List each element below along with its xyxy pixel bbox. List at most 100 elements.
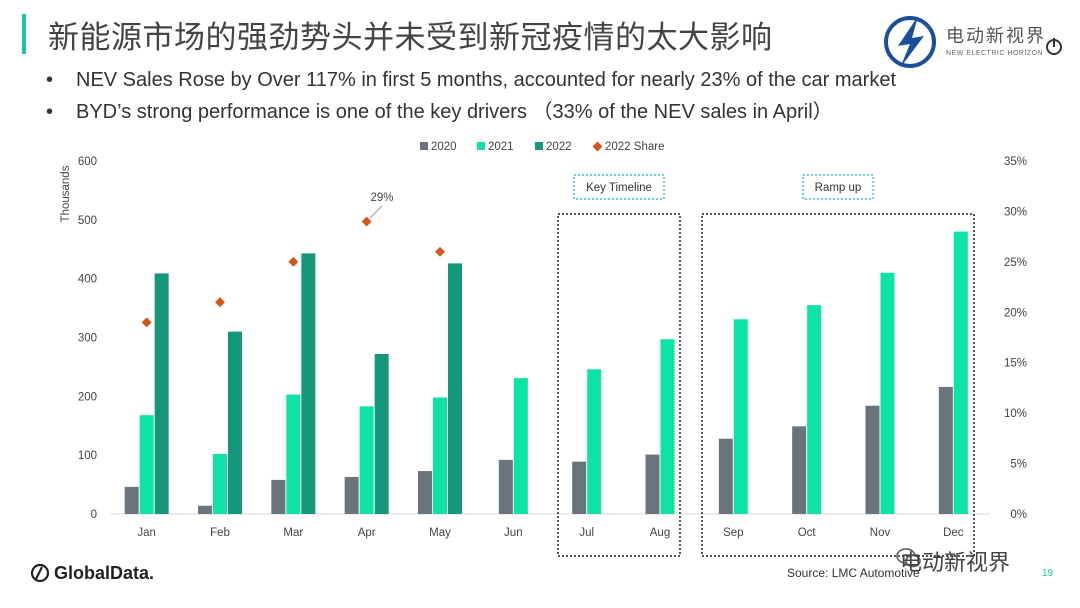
bar-2021-feb bbox=[213, 453, 227, 514]
y2-tick-label: 10% bbox=[1004, 408, 1027, 420]
bar-2022-jan bbox=[154, 273, 169, 514]
globaldata-icon bbox=[30, 563, 50, 583]
chart-legend: 2020 2021 2022 2022 Share bbox=[420, 141, 664, 153]
legend-label-2022: 2022 bbox=[546, 141, 572, 153]
y-tick-label: 0 bbox=[91, 509, 97, 521]
share-marker-may bbox=[435, 246, 445, 257]
x-tick-label: Aug bbox=[650, 527, 670, 539]
x-tick-label: Dec bbox=[943, 527, 964, 539]
y2-tick-label: 20% bbox=[1004, 307, 1027, 319]
y2-tick-label: 5% bbox=[1010, 459, 1027, 471]
y-tick-label: 400 bbox=[78, 274, 97, 286]
x-tick-label: Mar bbox=[283, 527, 303, 539]
bullet-text: NEV Sales Rose by Over 117% in first 5 m… bbox=[76, 69, 897, 91]
legend-marker-share bbox=[592, 141, 603, 152]
x-tick-label: Nov bbox=[870, 527, 891, 539]
legend-label-2020: 2020 bbox=[431, 141, 457, 153]
bullet-item: • NEV Sales Rose by Over 117% in first 5 … bbox=[46, 64, 896, 96]
share-marker-apr bbox=[361, 216, 372, 227]
bullet-dot: • bbox=[46, 69, 54, 91]
y-axis-label: Thousands bbox=[60, 165, 72, 222]
bullet-text: BYD’s strong performance is one of the k… bbox=[76, 101, 833, 123]
logo-english-text: NEW ELECTRIC HORIZON bbox=[946, 50, 1044, 57]
page-title: 新能源市场的强劲势头并未受到新冠疫情的太大影响 bbox=[48, 20, 773, 56]
x-tick-label: May bbox=[429, 527, 451, 539]
source-note: Source: LMC Automotive bbox=[787, 566, 920, 580]
x-axis-labels: Jan Feb Mar Apr May Jun Jul Aug Sep Oct Nov Dec bbox=[137, 527, 963, 539]
bar-2020-mar bbox=[271, 479, 286, 514]
bars-group bbox=[124, 231, 968, 514]
bar-2021-may bbox=[433, 397, 447, 514]
bar-2020-aug bbox=[645, 454, 660, 514]
x-tick-label: Apr bbox=[358, 527, 376, 539]
bar-2020-apr bbox=[344, 476, 359, 514]
x-tick-label: Jul bbox=[579, 527, 594, 539]
bar-2020-sep bbox=[718, 438, 733, 514]
ramp-up-callout bbox=[802, 174, 874, 200]
bullet-dot: • bbox=[46, 101, 54, 123]
legend-label-share: 2022 Share bbox=[605, 141, 664, 153]
x-tick-label: Sep bbox=[723, 527, 743, 539]
y-axis-right: 0% 5% 10% 15% 20% 25% 30% 35% bbox=[1004, 156, 1027, 521]
share-marker-feb bbox=[215, 297, 225, 308]
bar-2021-mar bbox=[286, 394, 301, 514]
y-tick-label: 200 bbox=[78, 391, 97, 403]
bar-2021-jan bbox=[139, 415, 154, 514]
y2-tick-label: 35% bbox=[1004, 156, 1027, 168]
ramp-up-box bbox=[701, 213, 975, 557]
bar-2020-jan bbox=[124, 486, 139, 514]
ramp-up-label: Ramp up bbox=[815, 182, 862, 194]
share-annotation-label: 29% bbox=[370, 192, 393, 204]
legend-swatch-2022 bbox=[535, 142, 543, 150]
y2-tick-label: 25% bbox=[1004, 257, 1027, 269]
bar-2021-sep bbox=[733, 319, 748, 514]
bar-2022-mar bbox=[301, 253, 316, 514]
bar-2022-feb bbox=[228, 331, 242, 514]
bar-2021-jul bbox=[587, 369, 602, 514]
globaldata-name: GlobalData. bbox=[54, 563, 155, 583]
x-tick-label: Oct bbox=[798, 527, 817, 539]
bar-2021-dec bbox=[953, 231, 968, 514]
bar-2021-jun bbox=[513, 378, 528, 514]
y2-tick-label: 30% bbox=[1004, 206, 1027, 218]
y-axis-left: 0 100 200 300 400 500 600 bbox=[78, 156, 97, 521]
bar-2022-apr bbox=[374, 353, 389, 514]
key-timeline-label: Key Timeline bbox=[586, 182, 652, 194]
legend-swatch-2021 bbox=[477, 142, 485, 150]
x-tick-label: Feb bbox=[210, 527, 230, 539]
bullet-item: • BYD’s strong performance is one of the … bbox=[46, 96, 896, 128]
bar-2022-may bbox=[448, 263, 462, 514]
y-tick-label: 500 bbox=[78, 215, 97, 227]
x-tick-label: Jun bbox=[504, 527, 523, 539]
globaldata-logo: GlobalData. bbox=[30, 563, 154, 584]
share-marker-jan bbox=[141, 317, 152, 328]
key-timeline-box bbox=[557, 213, 681, 557]
bar-2020-oct bbox=[792, 426, 807, 514]
bar-2020-may bbox=[418, 471, 432, 514]
y-tick-label: 300 bbox=[78, 333, 97, 345]
y2-tick-label: 15% bbox=[1004, 358, 1027, 370]
bar-2021-oct bbox=[807, 305, 822, 514]
key-timeline-callout bbox=[573, 174, 665, 200]
bullet-list: • NEV Sales Rose by Over 117% in first 5 … bbox=[46, 64, 896, 128]
x-tick-label: Jan bbox=[137, 527, 156, 539]
share-marker-mar bbox=[288, 256, 299, 267]
bar-2021-apr bbox=[359, 406, 374, 514]
bar-2020-jun bbox=[498, 459, 513, 514]
y-tick-label: 600 bbox=[78, 156, 97, 168]
bar-2020-jul bbox=[572, 461, 587, 514]
legend-swatch-2020 bbox=[420, 142, 428, 150]
share-annotation-leader bbox=[369, 205, 383, 219]
page-number: 19 bbox=[1042, 568, 1054, 579]
brand-logo: 电动新视界 NEW ELECTRIC HORIZON bbox=[880, 10, 1070, 70]
lightning-logo-icon bbox=[884, 16, 936, 68]
share-markers-group bbox=[141, 216, 445, 328]
power-icon bbox=[1046, 38, 1062, 55]
logo-chinese-text: 电动新视界 bbox=[946, 26, 1046, 47]
y2-tick-label: 0% bbox=[1010, 509, 1027, 521]
bar-2020-nov bbox=[865, 405, 880, 514]
bar-2021-nov bbox=[880, 272, 895, 514]
wechat-icon bbox=[896, 548, 921, 568]
bar-2020-dec bbox=[938, 386, 953, 514]
bar-2020-feb bbox=[198, 505, 212, 514]
